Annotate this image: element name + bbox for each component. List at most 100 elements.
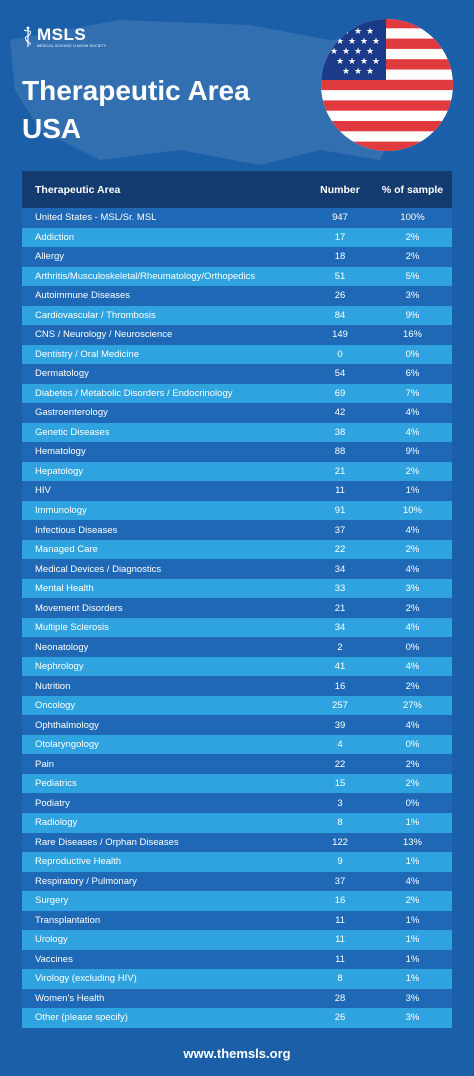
cell-percent: 2% [405, 544, 420, 556]
cell-number: 16 [334, 680, 346, 692]
cell-area: Diabetes / Metabolic Disorders / Endocri… [35, 387, 233, 399]
cell-percent: 5% [405, 270, 420, 282]
svg-text:★: ★ [348, 57, 356, 67]
cell-number: 4 [337, 739, 343, 751]
svg-text:★: ★ [354, 67, 362, 77]
table-row: Dentistry / Oral Medicine 0 0% [22, 344, 452, 365]
cell-percent: 2% [405, 602, 420, 614]
table-row: Pain 22 2% [22, 754, 452, 774]
svg-text:★: ★ [336, 57, 344, 67]
table-row: Other (please specify) 26 3% [22, 1008, 452, 1028]
table-row: Managed Care 22 2% [22, 539, 452, 560]
cell-area: Ophthalmology [35, 719, 99, 731]
cell-area: United States - MSL/Sr. MSL [35, 212, 157, 224]
svg-text:★: ★ [342, 67, 350, 77]
column-header-percent: % of sample [381, 183, 444, 196]
cell-area: Neonatology [35, 641, 89, 653]
svg-text:★: ★ [354, 27, 362, 37]
cell-area: Pediatrics [35, 778, 77, 790]
cell-number: 11 [335, 914, 345, 926]
cell-number: 21 [334, 465, 346, 477]
cell-percent: 1% [405, 856, 420, 868]
cell-area: Other (please specify) [35, 1012, 128, 1024]
cell-percent: 2% [405, 231, 420, 243]
svg-text:★: ★ [360, 37, 368, 47]
cell-number: 257 [332, 700, 348, 712]
svg-text:★: ★ [342, 27, 350, 37]
table-row: Ophthalmology 39 4% [22, 715, 452, 735]
table-row: Dermatology 54 6% [22, 364, 452, 384]
column-header-area: Therapeutic Area [35, 183, 121, 196]
cell-percent: 4% [405, 407, 420, 419]
cell-percent: 13% [402, 836, 422, 848]
table-row: Immunology 91 10% [22, 500, 452, 521]
cell-number: 38 [334, 426, 346, 438]
cell-number: 54 [334, 368, 346, 380]
cell-area: Mental Health [35, 583, 94, 595]
cell-number: 21 [334, 602, 346, 614]
cell-percent: 1% [405, 953, 420, 965]
cell-number: 8 [337, 817, 343, 829]
cell-area: Arthritis/Musculoskeletal/Rheumatology/O… [35, 270, 256, 282]
cell-area: Nutrition [35, 680, 71, 692]
table-row: Hematology 88 9% [22, 442, 452, 462]
cell-percent: 9% [405, 446, 420, 458]
table-row: Neonatology 2 0% [22, 637, 452, 657]
cell-area: Urology [35, 934, 68, 946]
cell-number: 22 [334, 758, 346, 770]
table-row: Podiatry 3 0% [22, 793, 452, 813]
cell-number: 11 [335, 934, 345, 946]
cell-number: 16 [334, 895, 346, 907]
cell-number: 122 [332, 836, 348, 848]
cell-area: Pain [35, 758, 55, 770]
cell-percent: 1% [405, 485, 420, 497]
cell-percent: 0% [405, 797, 420, 809]
cell-percent: 2% [405, 895, 420, 907]
table-row: Genetic Diseases 38 4% [22, 422, 452, 443]
table-row: Nephrology 41 4% [22, 656, 452, 677]
cell-number: 51 [334, 270, 346, 282]
svg-text:★: ★ [348, 37, 356, 47]
cell-number: 0 [337, 348, 343, 360]
cell-number: 34 [334, 563, 346, 575]
title-line-1: Therapeutic Area [22, 75, 250, 106]
svg-text:★: ★ [354, 47, 362, 57]
cell-number: 33 [334, 583, 346, 595]
cell-number: 91 [334, 504, 346, 516]
cell-percent: 2% [405, 680, 420, 692]
table-row: Allergy 18 2% [22, 247, 452, 267]
cell-percent: 0% [405, 641, 420, 653]
cell-percent: 4% [405, 622, 420, 634]
cell-percent: 27% [402, 700, 422, 712]
cell-number: 11 [335, 953, 345, 965]
cell-number: 37 [334, 875, 346, 887]
table-row: Otolaryngology 4 0% [22, 734, 452, 755]
cell-percent: 0% [405, 348, 420, 360]
table-row: Virology (excluding HIV) 8 1% [22, 969, 452, 989]
svg-text:★: ★ [366, 47, 374, 57]
svg-text:★: ★ [372, 57, 380, 67]
cell-number: 149 [332, 329, 348, 341]
table-row: Respiratory / Pulmonary 37 4% [22, 871, 452, 892]
website-url: www.themsls.org [183, 1046, 291, 1061]
cell-area: Addiction [35, 231, 75, 243]
cell-number: 18 [334, 251, 346, 263]
table-row: Reproductive Health 9 1% [22, 852, 452, 872]
cell-percent: 4% [405, 426, 420, 438]
cell-area: Hepatology [35, 465, 84, 477]
cell-area: Autoimmune Diseases [35, 290, 131, 302]
svg-text:★: ★ [360, 57, 368, 67]
table-row: Medical Devices / Diagnostics 34 4% [22, 559, 452, 579]
cell-percent: 3% [405, 583, 420, 595]
cell-area: Radiology [35, 817, 78, 829]
cell-area: Rare Diseases / Orphan Diseases [35, 836, 179, 848]
svg-text:★: ★ [372, 37, 380, 47]
cell-area: Hematology [35, 446, 86, 458]
table-row: Gastroenterology 42 4% [22, 403, 452, 423]
page-title: Therapeutic Area USA [22, 72, 250, 148]
cell-area: Infectious Diseases [35, 524, 118, 536]
svg-text:★: ★ [342, 47, 350, 57]
svg-text:★: ★ [366, 27, 374, 37]
cell-percent: 100% [400, 212, 425, 224]
cell-area: Vaccines [35, 953, 73, 965]
